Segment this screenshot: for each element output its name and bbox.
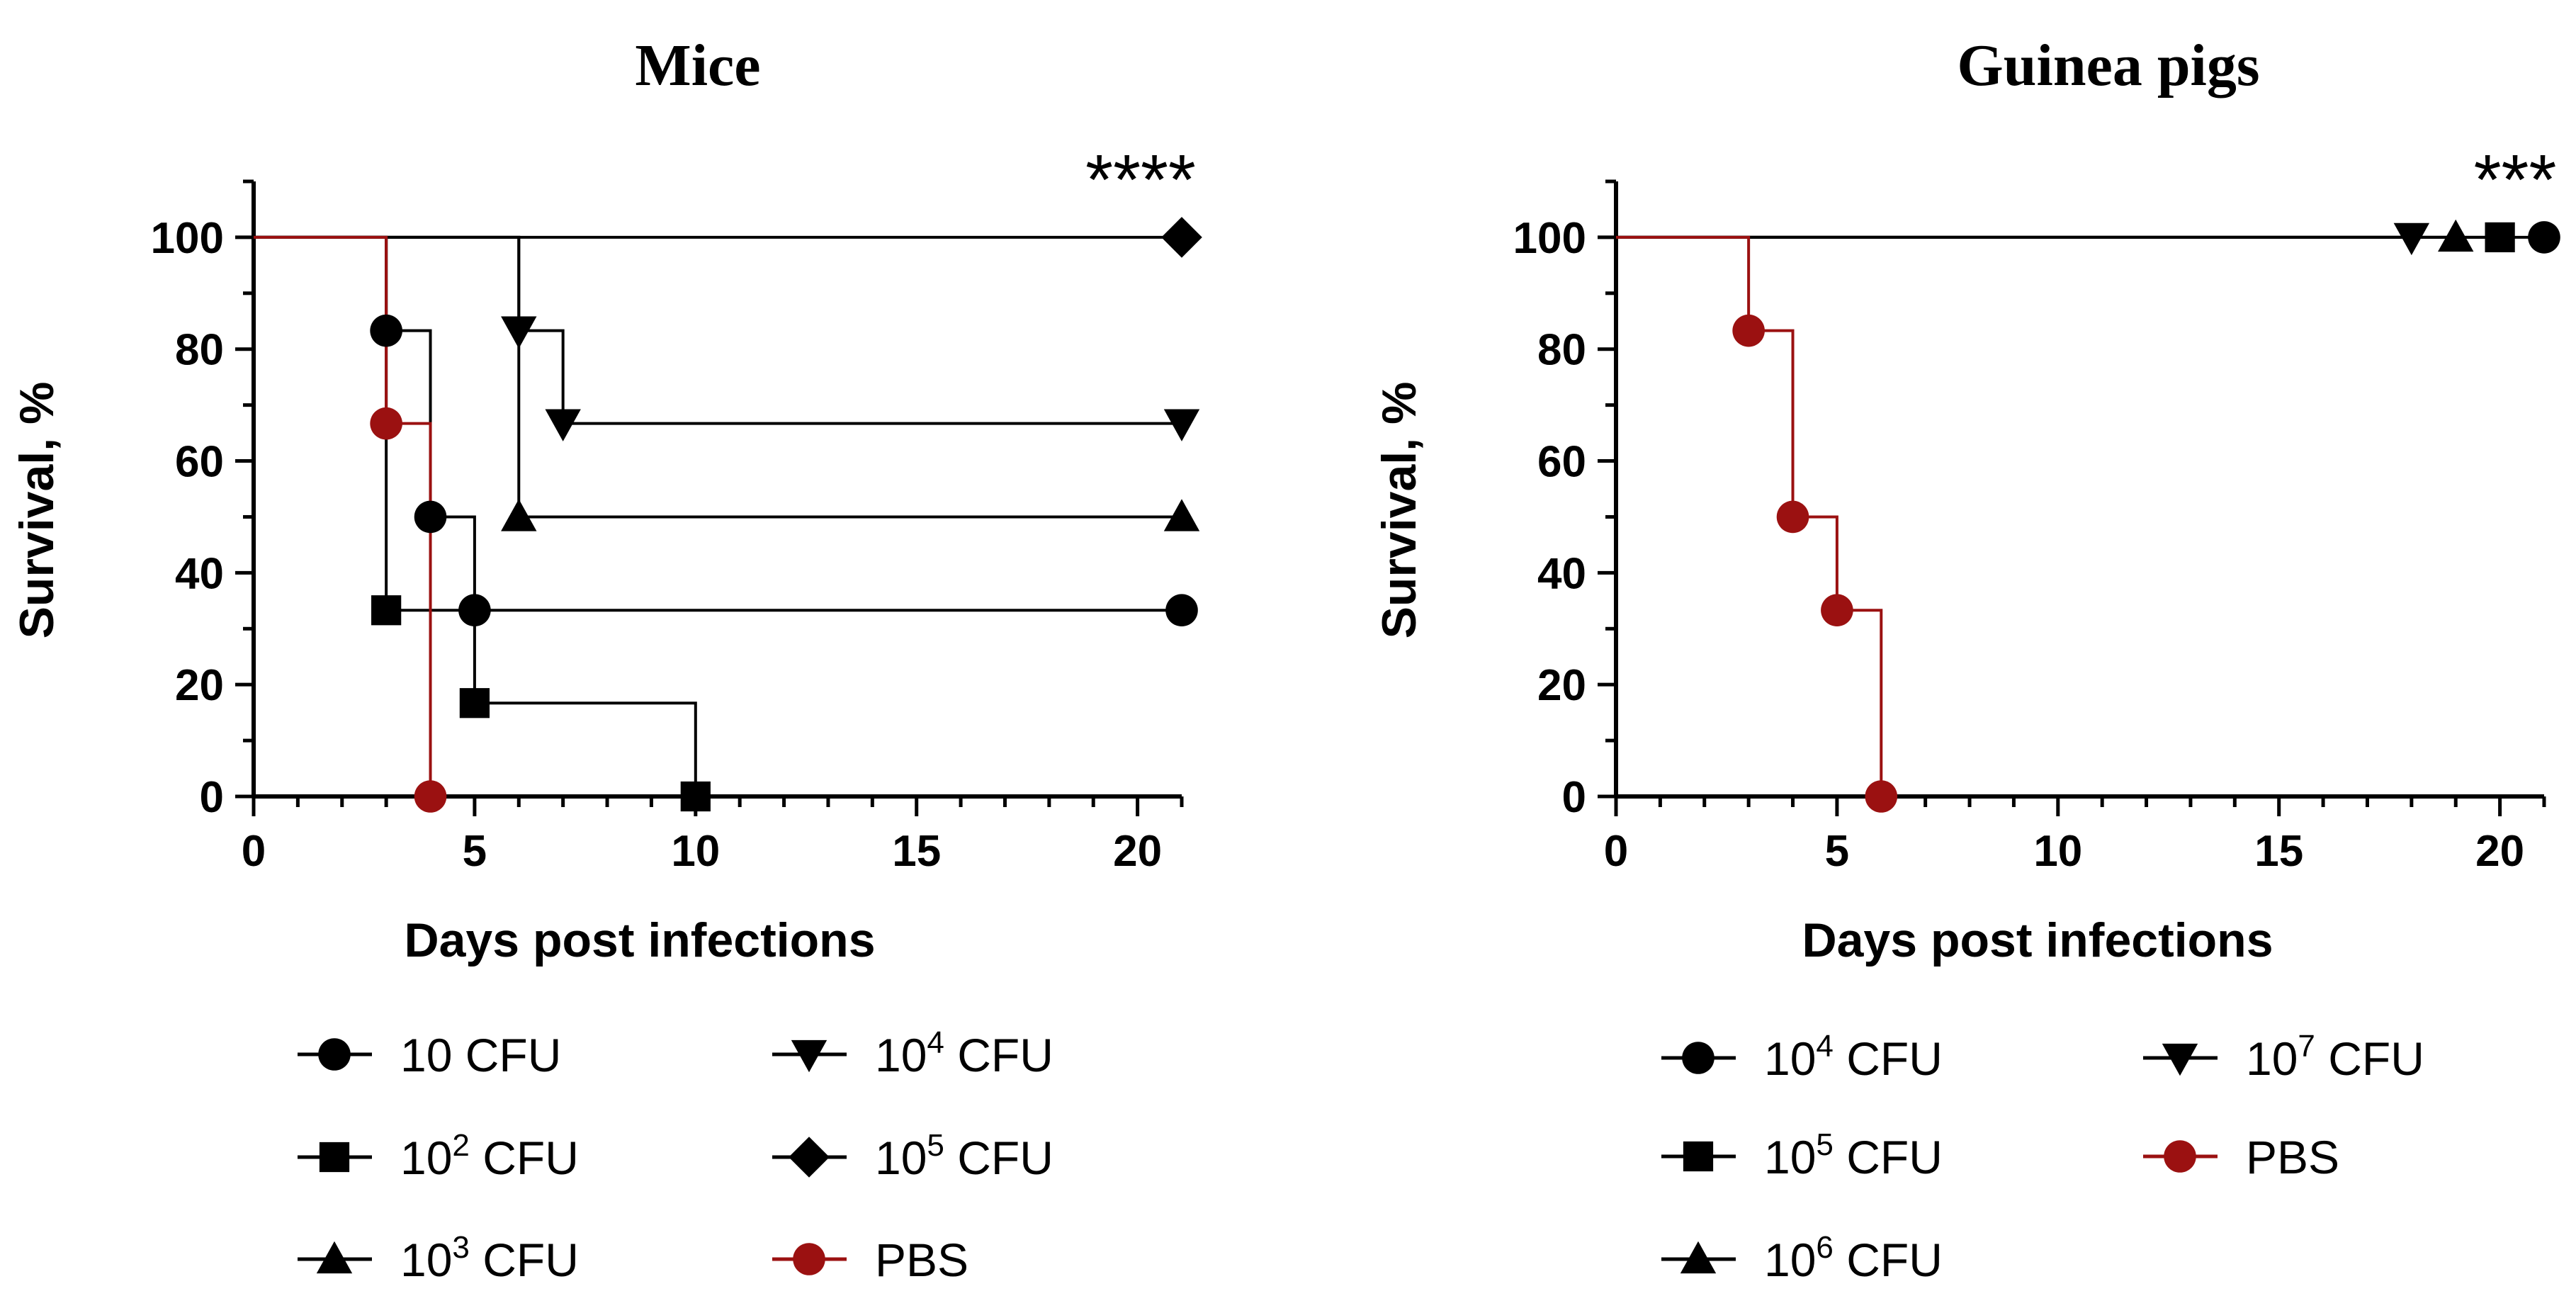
- legend: 104 CFU 107 CFU 105 CFU PBS 106 CFU: [1661, 1029, 2424, 1286]
- data-point-circle: [414, 780, 447, 813]
- legend-marker-diamond: [789, 1137, 830, 1178]
- series-line: [254, 235, 432, 796]
- legend-item: 10 CFU: [298, 1029, 561, 1081]
- legend-label: 105 CFU: [875, 1128, 1053, 1184]
- legend-label: 104 CFU: [875, 1025, 1053, 1081]
- data-point-square: [680, 781, 711, 812]
- x-tick-label: 20: [1113, 827, 1162, 876]
- legend-marker-square: [319, 1142, 350, 1173]
- significance-stars: ****: [1085, 140, 1196, 220]
- data-point-diamond: [1161, 217, 1202, 258]
- legend-item: 106 CFU: [1661, 1230, 1943, 1286]
- legend-marker-circle: [2164, 1140, 2196, 1173]
- y-tick-label: 20: [175, 661, 224, 710]
- legend-label: 107 CFU: [2246, 1029, 2424, 1085]
- chart-panel-mice: Mice **** 0 20 40 60 80 100 0 5 10 15 20 Days post in…: [10, 33, 1202, 1286]
- series-pbs: [254, 235, 432, 796]
- legend-label: 104 CFU: [1764, 1029, 1943, 1085]
- legend-label: 10 CFU: [400, 1029, 561, 1081]
- data-point-square: [371, 595, 402, 626]
- series-10-3-cfu: [254, 235, 1182, 519]
- data-point-circle: [1732, 314, 1765, 347]
- legend-label: 103 CFU: [400, 1230, 579, 1286]
- data-point-square: [459, 688, 490, 719]
- legend-label: 102 CFU: [400, 1128, 579, 1184]
- x-tick-label: 5: [1825, 827, 1849, 876]
- data-point-circle: [1821, 594, 1853, 627]
- legend-item: 105 CFU: [1661, 1127, 1943, 1183]
- data-point-circle: [1865, 780, 1898, 813]
- y-axis-label: Survival, %: [10, 382, 64, 639]
- legend-item: PBS: [772, 1234, 968, 1286]
- data-point-circle: [1165, 594, 1198, 627]
- chart-title: Guinea pigs: [1957, 33, 2259, 98]
- legend-marker-square: [1683, 1141, 1714, 1172]
- legend-marker-circle: [318, 1038, 351, 1071]
- x-tick-label: 20: [2475, 827, 2524, 876]
- y-tick-label: 20: [1537, 661, 1586, 710]
- legend-item: 103 CFU: [298, 1230, 579, 1286]
- y-tick-label: 80: [175, 326, 224, 375]
- legend-label: PBS: [2246, 1131, 2339, 1183]
- x-tick-label: 0: [242, 827, 266, 876]
- legend-item: 105 CFU: [772, 1128, 1053, 1184]
- legend-item: 107 CFU: [2143, 1029, 2424, 1085]
- data-point-triangle-down: [501, 316, 537, 349]
- chart-panel-guinea-pigs: Guinea pigs *** 0 20 40 60 80 100 0 5 10 15 20 Days p…: [1372, 33, 2560, 1286]
- x-axis-label: Days post infections: [1802, 913, 2273, 967]
- legend-item: 104 CFU: [1661, 1029, 1943, 1085]
- legend-marker-triangle-down: [791, 1039, 827, 1073]
- x-axis-label: Days post infections: [404, 913, 875, 967]
- y-tick-label: 0: [1562, 773, 1586, 822]
- data-point-square: [2485, 222, 2515, 253]
- y-tick-label: 60: [1537, 438, 1586, 487]
- y-axis-label: Survival, %: [1372, 382, 1426, 639]
- x-tick-label: 5: [463, 827, 487, 876]
- chart-title: Mice: [635, 33, 760, 98]
- legend-label: 105 CFU: [1764, 1127, 1943, 1183]
- legend-label: 106 CFU: [1764, 1230, 1943, 1286]
- legend-label: PBS: [875, 1234, 968, 1286]
- significance-stars: ***: [2474, 140, 2557, 220]
- data-point-triangle-up: [2438, 219, 2474, 252]
- y-tick-label: 80: [1537, 326, 1586, 375]
- x-tick-label: 0: [1604, 827, 1628, 876]
- y-tick-label: 100: [1513, 214, 1586, 263]
- y-tick-label: 0: [200, 773, 224, 822]
- legend-item: PBS: [2143, 1131, 2339, 1183]
- legend-marker-circle: [1682, 1042, 1714, 1074]
- legend-item: 104 CFU: [772, 1025, 1053, 1081]
- series-line: [254, 235, 1182, 519]
- data-point-circle: [370, 314, 402, 347]
- y-tick-label: 100: [151, 214, 224, 263]
- x-tick-label: 10: [2033, 827, 2082, 876]
- legend-marker-circle: [793, 1243, 825, 1275]
- legend-item: 102 CFU: [298, 1128, 579, 1184]
- y-tick-label: 60: [175, 438, 224, 487]
- x-tick-label: 15: [2254, 827, 2303, 876]
- data-point-triangle-down: [1163, 409, 1200, 441]
- y-tick-label: 40: [1537, 549, 1586, 598]
- y-tick-label: 40: [175, 549, 224, 598]
- legend-marker-triangle-up: [316, 1241, 353, 1274]
- data-point-circle: [414, 500, 447, 534]
- data-point-circle: [1776, 500, 1809, 534]
- x-tick-label: 10: [671, 827, 720, 876]
- legend: 10 CFU 104 CFU 102 CFU 105 CFU 103 CFU PBS: [298, 1025, 1053, 1286]
- data-point-triangle-up: [501, 499, 537, 531]
- data-point-circle: [458, 594, 491, 627]
- legend-marker-triangle-down: [2162, 1043, 2198, 1076]
- data-point-triangle-down: [545, 409, 581, 441]
- legend-marker-triangle-up: [1680, 1241, 1717, 1274]
- x-tick-label: 15: [892, 827, 941, 876]
- data-point-triangle-up: [1163, 499, 1200, 531]
- data-point-triangle-down: [2393, 222, 2430, 256]
- data-point-circle: [2528, 221, 2560, 254]
- data-point-circle: [370, 407, 402, 440]
